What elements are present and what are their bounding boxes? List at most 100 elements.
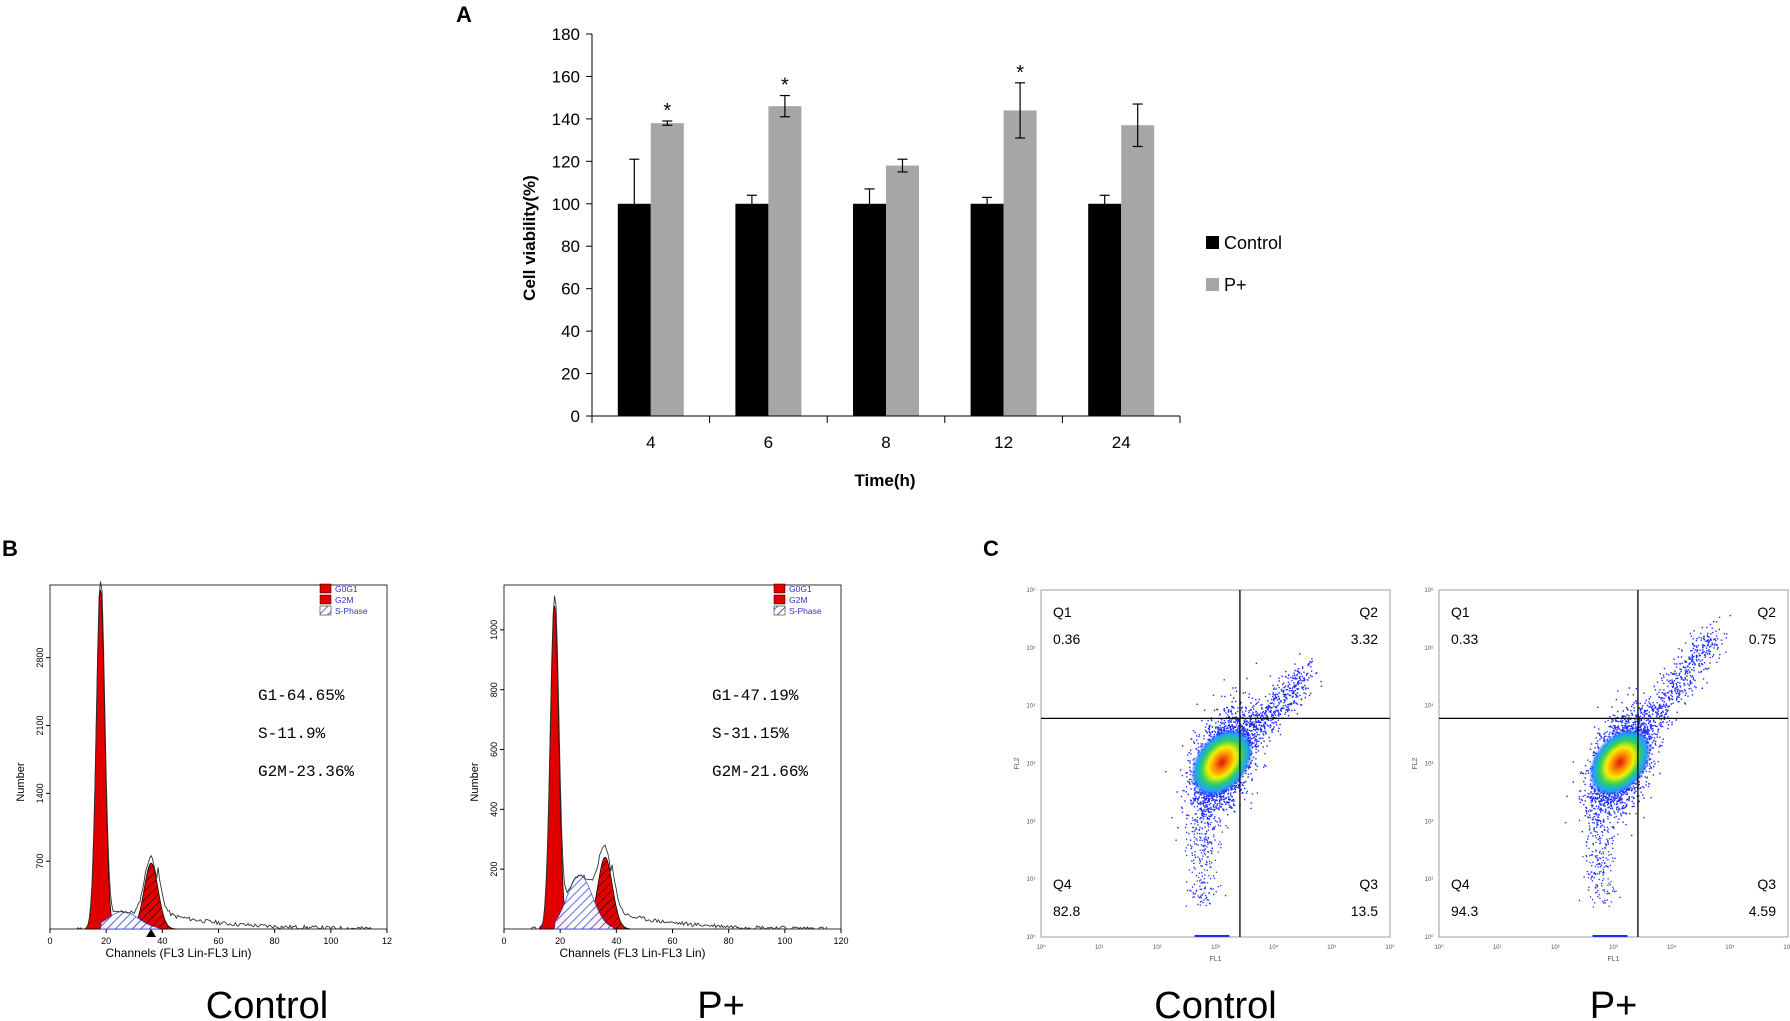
a-x-tick-label: 4: [646, 433, 655, 452]
b-x-tick-label: 12: [382, 936, 392, 946]
c-x-tick-label: 10⁵: [1327, 944, 1337, 951]
b-x-tick-label: 100: [777, 936, 792, 946]
panel-b-histogram-p-plus: 0 20 40 60 80 100 120 200 400 600 800 1000 Number Cha…: [469, 583, 849, 1021]
b-y-tick-label: 800: [489, 682, 499, 697]
b-x-tick-label: 100: [323, 936, 338, 946]
b-x-tick-label: 0: [501, 936, 506, 946]
a-y-tick-label: 160: [552, 67, 580, 86]
c-quadrant-name: Q2: [1757, 604, 1776, 620]
a-bar-p-plus: [768, 106, 802, 417]
a-bar-control: [735, 203, 769, 416]
b-histogram-outline: [505, 595, 828, 930]
c-quadrant-value: 13.5: [1351, 903, 1378, 919]
a-legend-swatch-control: [1206, 236, 1219, 249]
c-x-tick-label: 10²: [1153, 945, 1162, 951]
b-phase-stat: G2M-23.36%: [258, 763, 354, 781]
b-x-tick-label: 20: [555, 936, 565, 946]
panel-letter-a: A: [456, 2, 472, 27]
a-legend: Control P+: [1206, 233, 1282, 295]
b-y-tick-label: 1400: [35, 783, 45, 803]
a-bar-control: [970, 203, 1004, 416]
a-bar-control: [853, 203, 886, 416]
b-channel-marker: [146, 929, 157, 937]
c-y-tick-label: 10¹: [1425, 877, 1434, 883]
b-phase-stat: G1-47.19%: [712, 687, 799, 705]
c-quadrant-value: 3.32: [1351, 631, 1378, 647]
b-legend-swatch: [319, 605, 332, 616]
c-y-axis-label: FL2: [1412, 757, 1419, 769]
a-x-tick-label: 12: [994, 433, 1013, 452]
b-y-axis-label: Number: [15, 762, 27, 801]
b-histogram-outline: [51, 581, 373, 930]
panel-a-bar-chart: * * * 0 20 40 60 80 100 120 140 160 180 4 6 8 12 24 Cell…: [520, 25, 1282, 490]
b-s-phase-area: [554, 874, 614, 930]
c-x-tick-label: 10¹: [1095, 945, 1104, 951]
c-x-tick-label: 10²: [1551, 945, 1560, 951]
c-quadrant-value: 0.33: [1451, 631, 1478, 647]
c-y-tick-label: 10³: [1027, 762, 1036, 768]
a-bar-p-plus: [1121, 125, 1155, 416]
a-legend-label-control: Control: [1224, 233, 1282, 253]
b-legend-label: S-Phase: [789, 606, 822, 616]
c-density-core: [1190, 728, 1254, 797]
b-y-tick-label: 600: [489, 742, 499, 757]
a-bar-p-plus: [650, 123, 684, 416]
a-legend-swatch-p-plus: [1206, 278, 1219, 291]
b-g2m-hatch: [125, 863, 177, 929]
b-x-tick-label: 80: [724, 936, 734, 946]
c-x-tick-label: 10³: [1609, 945, 1618, 951]
c-quadrant-value: 0.75: [1749, 631, 1776, 647]
b-phase-stat: G1-64.65%: [258, 687, 345, 705]
c-y-tick-label: 10⁰: [1026, 934, 1036, 941]
c-quadrant-name: Q3: [1757, 876, 1776, 892]
b-x-tick-label: 0: [47, 936, 52, 946]
a-significance-marker: *: [1016, 62, 1024, 84]
a-y-axis-label: Cell viability(%): [520, 175, 539, 301]
c-quadrant-value: 82.8: [1053, 903, 1080, 919]
c-y-axis-label: FL2: [1014, 757, 1021, 769]
c-x-tick-label: 10⁴: [1667, 944, 1677, 951]
b-x-axis-label: Channels (FL3 Lin-FL3 Lin): [559, 946, 705, 960]
c-y-tick-label: 10⁵: [1424, 645, 1434, 652]
a-y-tick-label: 180: [552, 25, 580, 44]
b-phase-stat: S-31.15%: [712, 725, 789, 743]
a-significance-marker: *: [781, 75, 789, 97]
a-x-tick-label: 8: [881, 433, 890, 452]
a-y-tick-label: 140: [552, 110, 580, 129]
b-g2m-hatch: [579, 857, 631, 929]
a-bar-p-plus: [1003, 110, 1037, 417]
b-y-tick-label: 2100: [35, 715, 45, 735]
b-x-axis-label: Channels (FL3 Lin-FL3 Lin): [105, 946, 251, 960]
a-x-tick-label: 6: [764, 433, 773, 452]
c-x-tick-label: 10⁰: [1036, 944, 1046, 951]
c-x-tick-label: 10³: [1211, 945, 1220, 951]
b-legend-swatch: [319, 583, 332, 594]
c-group-label: P+: [1590, 985, 1638, 1021]
c-event-points: [1564, 614, 1732, 908]
a-y-tick-label: 40: [561, 322, 580, 341]
b-y-tick-label: 1000: [489, 620, 499, 640]
b-y-tick-label: 400: [489, 802, 499, 817]
a-y-tick-label: 120: [552, 152, 580, 171]
c-x-axis-label: FL1: [1607, 956, 1619, 963]
a-bar-control: [1088, 203, 1122, 416]
b-x-tick-label: 60: [213, 936, 223, 946]
b-x-tick-label: 60: [667, 936, 677, 946]
b-legend-label: S-Phase: [335, 606, 368, 616]
c-x-tick-label: 10¹: [1493, 945, 1502, 951]
b-legend-label: G2M: [789, 595, 807, 605]
panel-letter-c: C: [983, 536, 999, 561]
b-s-phase-area: [100, 911, 160, 930]
c-x-tick-label: 10⁶: [1783, 944, 1790, 951]
c-quadrant-value: 94.3: [1451, 903, 1478, 919]
b-g0g1-peak: [83, 589, 118, 930]
a-y-tick-label: 60: [561, 280, 580, 299]
b-y-tick-label: 2800: [35, 648, 45, 668]
b-x-tick-label: 40: [611, 936, 621, 946]
b-legend-label: G0G1: [335, 584, 358, 594]
b-y-axis-label: Number: [469, 762, 481, 801]
b-x-tick-label: 20: [101, 936, 111, 946]
